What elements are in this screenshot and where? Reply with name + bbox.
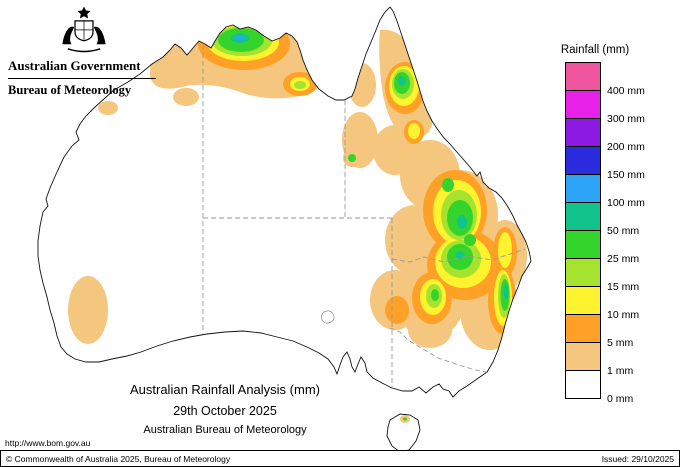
legend-title: Rainfall (mm)	[560, 44, 630, 56]
legend-row: 50 mm	[565, 202, 639, 237]
legend-swatch	[566, 147, 600, 174]
caption-org: Australian Bureau of Meteorology	[143, 424, 307, 436]
legend-swatch	[566, 287, 600, 314]
legend-swatch	[566, 175, 600, 202]
caption-date: 29th October 2025	[173, 404, 277, 418]
legend-label: 25 mm	[607, 253, 640, 265]
legend-row: 400 mm	[565, 62, 645, 97]
coastline	[37, 6, 532, 453]
caption-title: Australian Rainfall Analysis (mm)	[129, 382, 320, 397]
legend-label: 200 mm	[607, 141, 645, 153]
rainfall-contours-100mm	[236, 35, 244, 41]
legend-row: 5 mm	[565, 314, 633, 349]
rainfall-legend: 400 mm 300 mm 200 mm 150 mm 100 mm 50 mm…	[565, 62, 645, 405]
legend-swatch	[566, 231, 600, 258]
legend-label: 1 mm	[607, 365, 634, 377]
legend-label: 10 mm	[607, 309, 640, 321]
bureau-title: Bureau of Meteorology	[8, 83, 132, 97]
legend-label: 150 mm	[607, 169, 645, 181]
legend-swatch	[566, 371, 600, 398]
legend-row: 200 mm	[565, 118, 645, 153]
header-divider	[8, 78, 156, 79]
legend-row: 10 mm	[565, 286, 639, 321]
legend-label: 15 mm	[607, 281, 640, 293]
legend-label: 0 mm	[607, 393, 634, 405]
legend-row: 150 mm	[565, 146, 645, 181]
legend-swatch	[566, 63, 600, 90]
footer-bar: © Commonwealth of Australia 2025, Bureau…	[0, 450, 680, 467]
legend-swatch	[566, 259, 600, 286]
footer-issued: Issued: 29/10/2025	[601, 453, 674, 464]
footer-url: http://www.bom.gov.au	[5, 438, 91, 448]
legend-swatch	[566, 91, 600, 118]
legend-label: 100 mm	[607, 197, 645, 209]
legend-label: 5 mm	[607, 337, 634, 349]
tasmania	[386, 413, 421, 453]
bom-header: Australian Government Bureau of Meteorol…	[8, 4, 160, 98]
legend-swatch	[566, 315, 600, 342]
government-title: Australian Government	[8, 58, 141, 73]
legend-swatch	[566, 119, 600, 146]
legend-row: 15 mm	[565, 258, 639, 293]
legend-row: 100 mm	[565, 174, 645, 209]
lake-eyre	[320, 310, 335, 324]
map-caption: Australian Rainfall Analysis (mm) 29th O…	[55, 382, 395, 436]
footer-copyright: © Commonwealth of Australia 2025, Bureau…	[6, 453, 231, 464]
state-borders	[202, 45, 526, 388]
coat-of-arms-icon	[62, 6, 106, 53]
legend-label: 300 mm	[607, 113, 645, 125]
legend-label: 50 mm	[607, 225, 640, 237]
legend-row: 1 mm	[565, 342, 633, 377]
legend-label: 400 mm	[607, 85, 645, 97]
legend-row: 300 mm	[565, 90, 645, 125]
legend-swatch	[566, 343, 600, 370]
legend-swatch	[566, 203, 600, 230]
legend-row: 0 mm	[565, 370, 633, 405]
legend-row: 25 mm	[565, 230, 639, 265]
